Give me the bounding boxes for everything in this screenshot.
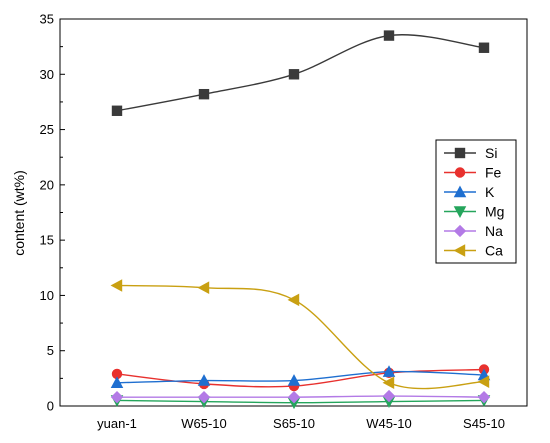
legend-box (435, 139, 517, 264)
legend-label-fe: Fe (485, 165, 502, 181)
data-point-k-2 (197, 374, 211, 386)
legend-marker-k (453, 185, 467, 198)
series-k (110, 365, 491, 388)
series-line-na (117, 395, 485, 398)
y-tick-label: 25 (40, 122, 54, 137)
y-tick-label: 5 (47, 343, 54, 358)
data-point-si-4 (383, 30, 395, 41)
legend: Si Fe K Mg Na Ca (435, 139, 517, 264)
data-point-na-3 (287, 390, 301, 404)
series-line-mg (116, 399, 485, 404)
data-point-si-5 (478, 42, 490, 53)
legend-label-mg: Mg (485, 204, 504, 220)
data-point-na-4 (382, 389, 396, 403)
legend-label-k: K (485, 184, 495, 200)
legend-label-na: Na (485, 223, 503, 239)
legend-marker-mg (453, 206, 467, 218)
series-line-ca (116, 284, 485, 390)
x-axis: yuan-1 W65-10 S65-10 W45-10 S45-10 (97, 401, 505, 431)
y-tick-label: 0 (47, 399, 54, 414)
data-point-na-2 (197, 390, 211, 404)
legend-marker-na (453, 224, 467, 238)
data-point-na-5 (477, 390, 491, 404)
y-tick-label: 20 (40, 177, 54, 192)
legend-item-fe: Fe (444, 165, 502, 181)
series-fe (111, 364, 490, 392)
x-tick-label: yuan-1 (97, 416, 137, 431)
legend-label-si: Si (485, 145, 497, 161)
data-point-k-3 (287, 374, 301, 386)
data-point-na-1 (110, 390, 124, 404)
y-axis: 0 5 10 15 20 25 30 35 (40, 12, 65, 414)
data-point-ca-1 (110, 279, 123, 292)
series-si (111, 30, 490, 116)
y-tick-label: 30 (40, 67, 54, 82)
data-point-si-3 (288, 69, 300, 80)
legend-item-na: Na (444, 223, 503, 239)
series-ca (110, 279, 490, 390)
data-point-si-1 (111, 105, 123, 116)
legend-item-ca: Ca (444, 243, 503, 259)
series-layer (110, 30, 491, 410)
legend-item-k: K (444, 184, 495, 200)
data-point-k-1 (110, 376, 124, 388)
legend-item-mg: Mg (444, 204, 504, 220)
data-point-ca-5 (477, 375, 490, 388)
series-line-k (116, 370, 485, 384)
series-na (110, 389, 491, 404)
legend-label-ca: Ca (485, 243, 503, 259)
y-tick-label: 15 (40, 233, 54, 248)
data-point-ca-4 (382, 376, 395, 390)
y-axis-title: content (wt%) (11, 170, 27, 256)
legend-marker-fe (454, 167, 466, 178)
x-tick-label: S45-10 (463, 416, 505, 431)
x-tick-label: S65-10 (273, 416, 315, 431)
legend-marker-ca (453, 244, 466, 257)
x-tick-label: W65-10 (181, 416, 227, 431)
legend-item-si: Si (444, 145, 497, 161)
data-point-ca-2 (197, 281, 210, 294)
x-tick-label: W45-10 (366, 416, 412, 431)
data-point-ca-3 (287, 293, 300, 307)
data-point-si-2 (198, 88, 210, 100)
y-tick-label: 35 (40, 12, 54, 27)
series-line-si (116, 34, 485, 112)
data-point-k-4 (382, 365, 396, 377)
y-tick-label: 10 (40, 288, 54, 303)
legend-marker-si (454, 147, 466, 159)
